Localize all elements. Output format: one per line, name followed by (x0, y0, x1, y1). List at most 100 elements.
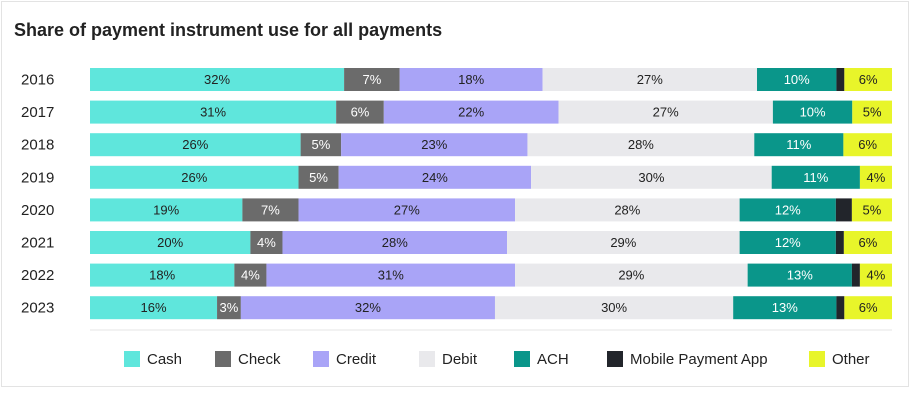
bar-segment-debit (515, 198, 740, 222)
bar-segment-other (859, 165, 892, 189)
legend-swatch (215, 351, 231, 367)
data-label: 18% (149, 268, 175, 283)
y-tick-label: 2022 (21, 267, 54, 284)
bar-segment-other (843, 133, 892, 157)
data-label: 32% (204, 72, 230, 87)
y-tick-label: 2021 (21, 235, 54, 252)
data-label: 3% (220, 300, 239, 315)
data-label: 4% (867, 170, 886, 185)
data-label: 5% (309, 170, 328, 185)
data-label: 27% (394, 202, 420, 217)
legend-swatch (313, 351, 329, 367)
bar-segment-other (859, 263, 892, 287)
bar-segment-check (250, 231, 283, 254)
data-label: 4% (257, 235, 276, 250)
bar-segment-credit (266, 263, 516, 287)
data-label: 5% (311, 137, 330, 152)
y-tick-label: 2023 (21, 300, 54, 317)
data-label: 27% (653, 105, 679, 120)
data-label: 31% (378, 268, 404, 283)
legend-swatch (607, 351, 623, 367)
data-label: 10% (800, 105, 826, 120)
bar-segment-credit (338, 165, 532, 189)
data-label: 23% (421, 137, 447, 152)
legend-label: Other (832, 351, 870, 368)
bar-segment-check (234, 263, 267, 287)
bar-segment-other (843, 231, 892, 254)
data-label: 30% (601, 300, 627, 315)
legend-label: ACH (537, 351, 569, 368)
bar-segment-cash (90, 231, 251, 254)
data-label: 30% (638, 170, 664, 185)
data-label: 12% (775, 235, 801, 250)
data-label: 6% (859, 72, 878, 87)
data-label: 27% (637, 72, 663, 87)
bar-segment-credit (383, 100, 559, 124)
data-label: 7% (261, 202, 280, 217)
data-label: 7% (362, 72, 381, 87)
bar-segment-cash (90, 165, 299, 189)
bar-segment-debit (507, 231, 740, 254)
data-label: 13% (772, 300, 798, 315)
chart-frame (1, 1, 909, 387)
data-label: 28% (382, 235, 408, 250)
y-tick-label: 2020 (21, 202, 54, 219)
bar-segment-cash (90, 198, 243, 222)
bar-segment-other (851, 198, 892, 222)
bar-segment-mobile-payment-app (835, 231, 844, 254)
bar-segment-cash (90, 296, 218, 320)
data-label: 29% (610, 235, 636, 250)
legend-swatch (419, 351, 435, 367)
data-label: 4% (867, 268, 886, 283)
legend-label: Credit (336, 351, 377, 368)
bar-segment-ach (747, 263, 852, 287)
bar-segment-ach (733, 296, 837, 320)
bar-segment-credit (240, 296, 495, 320)
data-label: 28% (628, 137, 654, 152)
bar-segment-debit (542, 68, 758, 91)
data-label: 6% (859, 235, 878, 250)
bar-segment-ach (739, 198, 836, 222)
bar-segment-cash (90, 100, 337, 124)
bar-segment-mobile-payment-app (851, 263, 860, 287)
data-label: 5% (863, 202, 882, 217)
data-label: 32% (355, 300, 381, 315)
y-tick-label: 2016 (21, 72, 54, 89)
bar-segment-check (336, 100, 384, 124)
bar-segment-check (300, 133, 342, 157)
bar-segment-ach (739, 231, 836, 254)
data-label: 11% (803, 170, 828, 185)
data-label: 10% (784, 72, 810, 87)
bar-segment-ach (754, 133, 844, 157)
bar-segment-debit (527, 133, 755, 157)
data-label: 13% (787, 268, 813, 283)
bar-segment-check (298, 165, 339, 189)
data-label: 12% (775, 202, 801, 217)
data-label: 6% (351, 105, 370, 120)
bar-segment-credit (282, 231, 508, 254)
bar-segment-cash (90, 263, 235, 287)
bar-segment-cash (90, 68, 345, 91)
bar-segment-check (344, 68, 400, 91)
data-label: 22% (458, 105, 484, 120)
bar-segment-ach (757, 68, 837, 91)
legend-label: Debit (442, 351, 478, 368)
data-label: 26% (182, 137, 208, 152)
data-label: 28% (614, 202, 640, 217)
y-tick-label: 2019 (21, 169, 54, 186)
data-label: 26% (181, 170, 207, 185)
bar-segment-debit (558, 100, 773, 124)
bar-segment-credit (341, 133, 528, 157)
data-label: 20% (157, 235, 183, 250)
bar-segment-mobile-payment-app (835, 198, 852, 222)
data-label: 29% (618, 268, 644, 283)
legend-label: Cash (147, 351, 182, 368)
data-label: 31% (200, 105, 226, 120)
legend-label: Mobile Payment App (630, 351, 768, 368)
bar-segment-credit (298, 198, 516, 222)
bar-segment-check (242, 198, 299, 222)
bar-segment-debit (515, 263, 748, 287)
chart-title: Share of payment instrument use for all … (14, 20, 443, 40)
data-label: 5% (863, 105, 882, 120)
